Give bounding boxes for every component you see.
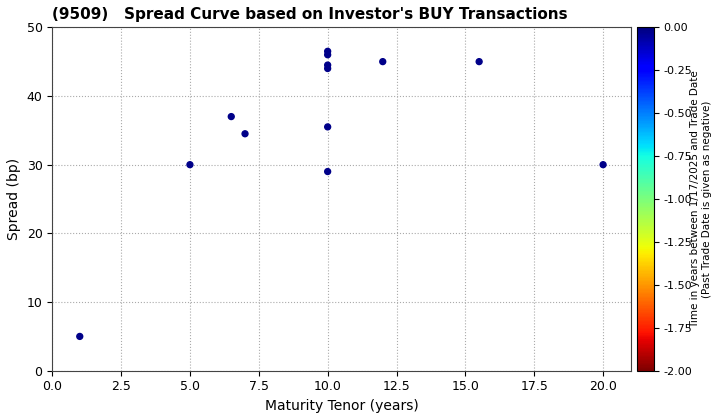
Point bbox=[322, 168, 333, 175]
Point bbox=[322, 123, 333, 130]
Y-axis label: Time in years between 1/17/2025 and Trade Date
(Past Trade Date is given as nega: Time in years between 1/17/2025 and Trad… bbox=[690, 70, 711, 328]
Point bbox=[322, 48, 333, 55]
Point bbox=[322, 65, 333, 72]
Text: (9509)   Spread Curve based on Investor's BUY Transactions: (9509) Spread Curve based on Investor's … bbox=[53, 7, 568, 22]
X-axis label: Maturity Tenor (years): Maturity Tenor (years) bbox=[264, 399, 418, 413]
Point bbox=[239, 130, 251, 137]
Point bbox=[322, 51, 333, 58]
Point bbox=[377, 58, 389, 65]
Point bbox=[473, 58, 485, 65]
Point bbox=[322, 62, 333, 68]
Y-axis label: Spread (bp): Spread (bp) bbox=[7, 158, 21, 240]
Point bbox=[74, 333, 86, 340]
Point bbox=[184, 161, 196, 168]
Point bbox=[598, 161, 609, 168]
Point bbox=[225, 113, 237, 120]
